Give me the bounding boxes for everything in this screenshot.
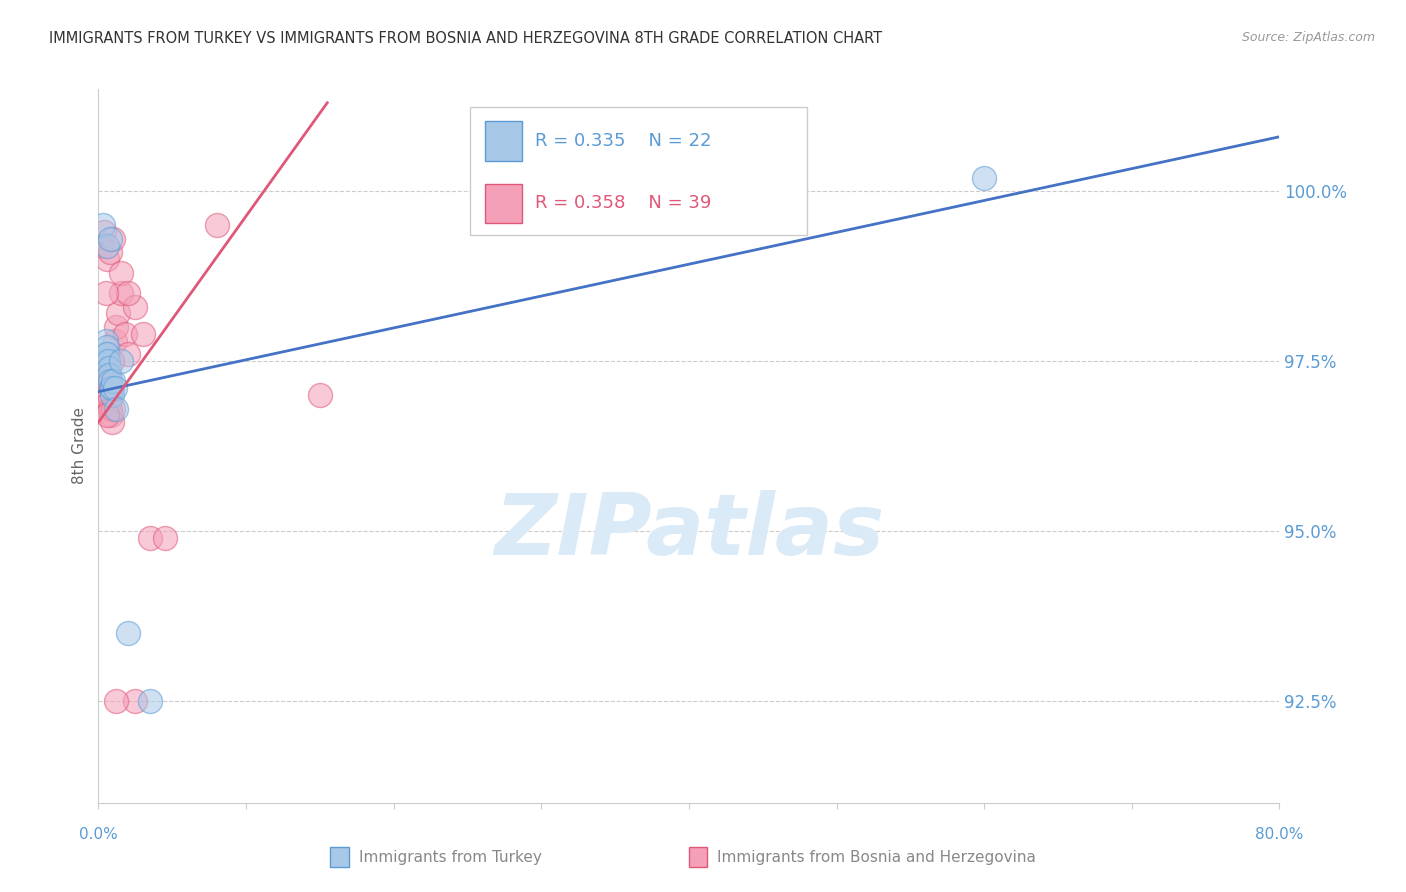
Point [91,218,114,232]
Point [91,354,114,368]
Point [100,409,122,423]
Point [114,326,136,341]
Point [117,286,139,301]
Point [100,354,122,368]
Point [105,694,128,708]
Text: 80.0%: 80.0% [1256,827,1303,841]
Point [96,238,118,252]
Point [96,347,118,361]
FancyBboxPatch shape [471,107,807,235]
Point [117,626,139,640]
Point [98,232,121,246]
Point [105,320,128,334]
Text: ZIPatlas: ZIPatlas [494,490,884,574]
Point [110,286,132,301]
Point [93,381,115,395]
Point [98,401,121,416]
Point [107,306,129,320]
Point [101,381,124,395]
Point [103,401,125,416]
Point [205,218,228,232]
Point [124,300,146,314]
Point [98,245,121,260]
Point [96,409,118,423]
Point [96,341,118,355]
Point [973,170,995,185]
Point [93,347,115,361]
FancyBboxPatch shape [485,121,523,161]
Point [98,368,121,382]
Point [98,375,121,389]
Point [117,347,139,361]
Point [98,394,121,409]
Point [91,238,114,252]
Point [110,354,132,368]
Point [97,375,120,389]
Point [97,354,120,368]
Point [105,401,128,416]
Point [139,531,162,545]
Text: Source: ZipAtlas.com: Source: ZipAtlas.com [1241,31,1375,45]
Point [94,394,117,409]
Text: 0.0%: 0.0% [79,827,118,841]
Point [93,225,115,239]
Text: Immigrants from Bosnia and Herzegovina: Immigrants from Bosnia and Herzegovina [717,850,1036,864]
Text: R = 0.335    N = 22: R = 0.335 N = 22 [536,132,711,150]
Point [94,286,117,301]
Point [153,531,176,545]
Point [100,388,122,402]
Point [96,368,118,382]
Point [96,252,118,266]
Point [91,375,114,389]
Point [97,360,120,375]
Point [94,354,117,368]
Point [96,347,118,361]
Point [93,388,115,402]
Point [110,266,132,280]
Text: IMMIGRANTS FROM TURKEY VS IMMIGRANTS FROM BOSNIA AND HERZEGOVINA 8TH GRADE CORRE: IMMIGRANTS FROM TURKEY VS IMMIGRANTS FRO… [49,31,883,46]
Point [103,375,125,389]
Point [104,381,127,395]
Point [309,388,332,402]
Point [104,334,127,348]
Point [100,415,122,429]
Point [100,381,122,395]
Point [139,694,162,708]
Point [90,368,112,382]
FancyBboxPatch shape [485,184,523,223]
Point [103,232,125,246]
Point [132,326,155,341]
Text: R = 0.358    N = 39: R = 0.358 N = 39 [536,194,711,212]
Point [97,388,120,402]
Y-axis label: 8th Grade: 8th Grade [72,408,87,484]
Point [94,334,117,348]
Text: Immigrants from Turkey: Immigrants from Turkey [359,850,541,864]
Point [124,694,146,708]
